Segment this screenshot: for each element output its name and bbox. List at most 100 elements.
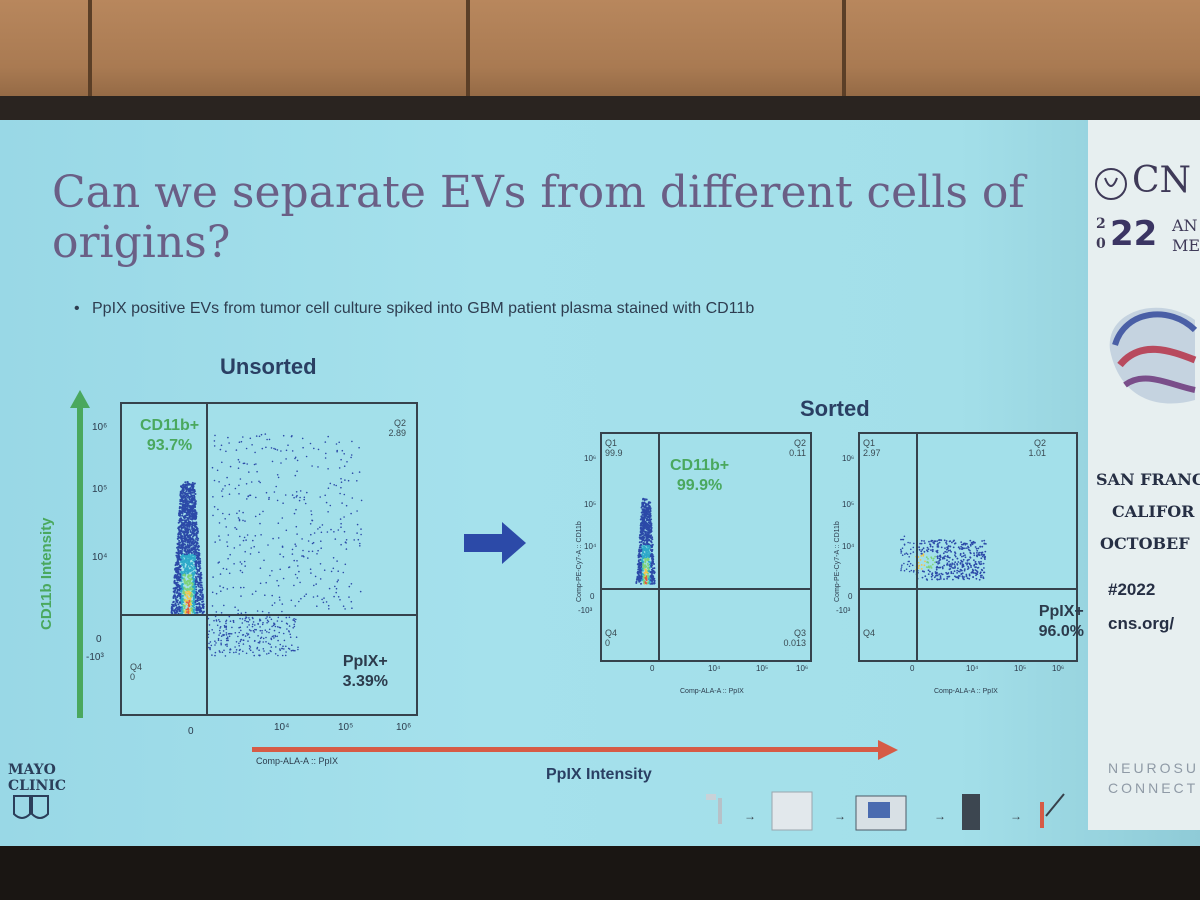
event-dot xyxy=(245,483,248,485)
event-dot xyxy=(213,632,215,634)
event-dot xyxy=(220,642,222,644)
event-dot xyxy=(201,586,203,589)
event-dot xyxy=(951,563,954,565)
event-dot xyxy=(648,516,651,519)
event-dot xyxy=(347,479,350,482)
event-dot xyxy=(233,651,235,654)
event-dot xyxy=(182,592,185,595)
event-dot xyxy=(336,450,338,453)
event-dot xyxy=(228,635,231,638)
event-dot xyxy=(221,490,223,492)
event-dot xyxy=(647,564,650,567)
event-dot xyxy=(218,629,221,632)
event-dot xyxy=(920,555,923,557)
event-dot xyxy=(218,619,220,621)
q1-label: CD11b+ 93.7% xyxy=(140,416,199,456)
event-dot xyxy=(968,563,971,566)
event-dot xyxy=(225,622,227,625)
event-dot xyxy=(225,634,228,636)
event-dot xyxy=(317,549,319,552)
event-dot xyxy=(973,554,976,557)
event-dot xyxy=(945,541,947,544)
event-dot xyxy=(180,538,183,541)
event-dot xyxy=(198,562,201,565)
event-dot xyxy=(237,609,239,611)
event-dot xyxy=(176,574,178,577)
q3-name: Q3 xyxy=(793,628,806,638)
event-dot xyxy=(309,568,312,570)
q2-label: Q2 0.11 xyxy=(789,438,806,458)
event-dot xyxy=(291,553,294,555)
event-dot xyxy=(184,502,187,505)
q1-name: CD11b+ xyxy=(140,417,200,434)
event-dot xyxy=(292,619,294,621)
event-dot xyxy=(980,576,982,579)
event-dot xyxy=(299,496,301,499)
event-dot xyxy=(647,506,650,509)
event-dot xyxy=(184,547,187,550)
event-dot xyxy=(647,555,650,558)
event-dot xyxy=(339,518,342,520)
event-dot xyxy=(648,513,651,516)
x-intensity-arrow xyxy=(252,740,898,760)
event-dot xyxy=(256,646,259,649)
x-tick: 10⁴ xyxy=(966,664,979,673)
event-dot xyxy=(265,491,268,494)
event-dot xyxy=(242,539,245,542)
event-dot xyxy=(313,532,316,534)
event-dot xyxy=(648,547,651,550)
event-dot xyxy=(982,577,985,580)
event-dot xyxy=(175,554,178,557)
event-dot xyxy=(329,482,332,485)
event-dot xyxy=(186,541,189,544)
event-dot xyxy=(336,580,339,583)
event-dot xyxy=(189,591,192,594)
event-dot xyxy=(970,566,972,568)
event-dot xyxy=(174,597,177,600)
event-dot xyxy=(640,540,643,543)
event-dot xyxy=(272,635,275,637)
event-dot xyxy=(196,539,199,542)
event-dot xyxy=(197,583,200,586)
event-dot xyxy=(971,568,974,571)
event-dot xyxy=(186,584,189,587)
event-dot xyxy=(328,608,330,610)
event-dot xyxy=(982,562,985,565)
event-dot xyxy=(183,523,186,526)
event-dot xyxy=(954,554,956,556)
ppix-name: PpIX+ xyxy=(1038,603,1084,620)
event-dot xyxy=(319,496,321,498)
event-dot xyxy=(651,557,654,560)
event-dot xyxy=(975,547,978,550)
x-tick: 10⁵ xyxy=(338,722,354,733)
event-dot xyxy=(259,626,261,628)
event-dot xyxy=(294,605,297,607)
event-dot xyxy=(273,602,276,604)
event-dot xyxy=(285,449,288,452)
event-dot xyxy=(188,582,191,585)
event-dot xyxy=(640,521,643,524)
event-dot xyxy=(651,553,653,556)
event-dot xyxy=(932,559,934,562)
event-dot xyxy=(196,548,199,551)
event-dot xyxy=(226,643,228,645)
event-dot xyxy=(943,539,946,542)
event-dot xyxy=(644,502,647,505)
event-dot xyxy=(920,539,923,542)
event-dot xyxy=(651,548,654,551)
event-dot xyxy=(191,588,194,591)
mayo-line1: MAYO xyxy=(8,762,56,778)
event-dot xyxy=(177,535,180,538)
event-dot xyxy=(241,618,244,620)
event-dot xyxy=(930,557,933,560)
event-dot xyxy=(180,580,183,583)
event-dot xyxy=(173,590,176,593)
event-dot xyxy=(255,628,257,631)
event-dot xyxy=(975,566,977,568)
event-dot xyxy=(292,649,295,652)
event-dot xyxy=(900,538,902,541)
event-dot xyxy=(246,463,248,465)
gate-vertical xyxy=(658,434,660,660)
event-dot xyxy=(179,568,182,571)
event-dot xyxy=(969,549,971,552)
